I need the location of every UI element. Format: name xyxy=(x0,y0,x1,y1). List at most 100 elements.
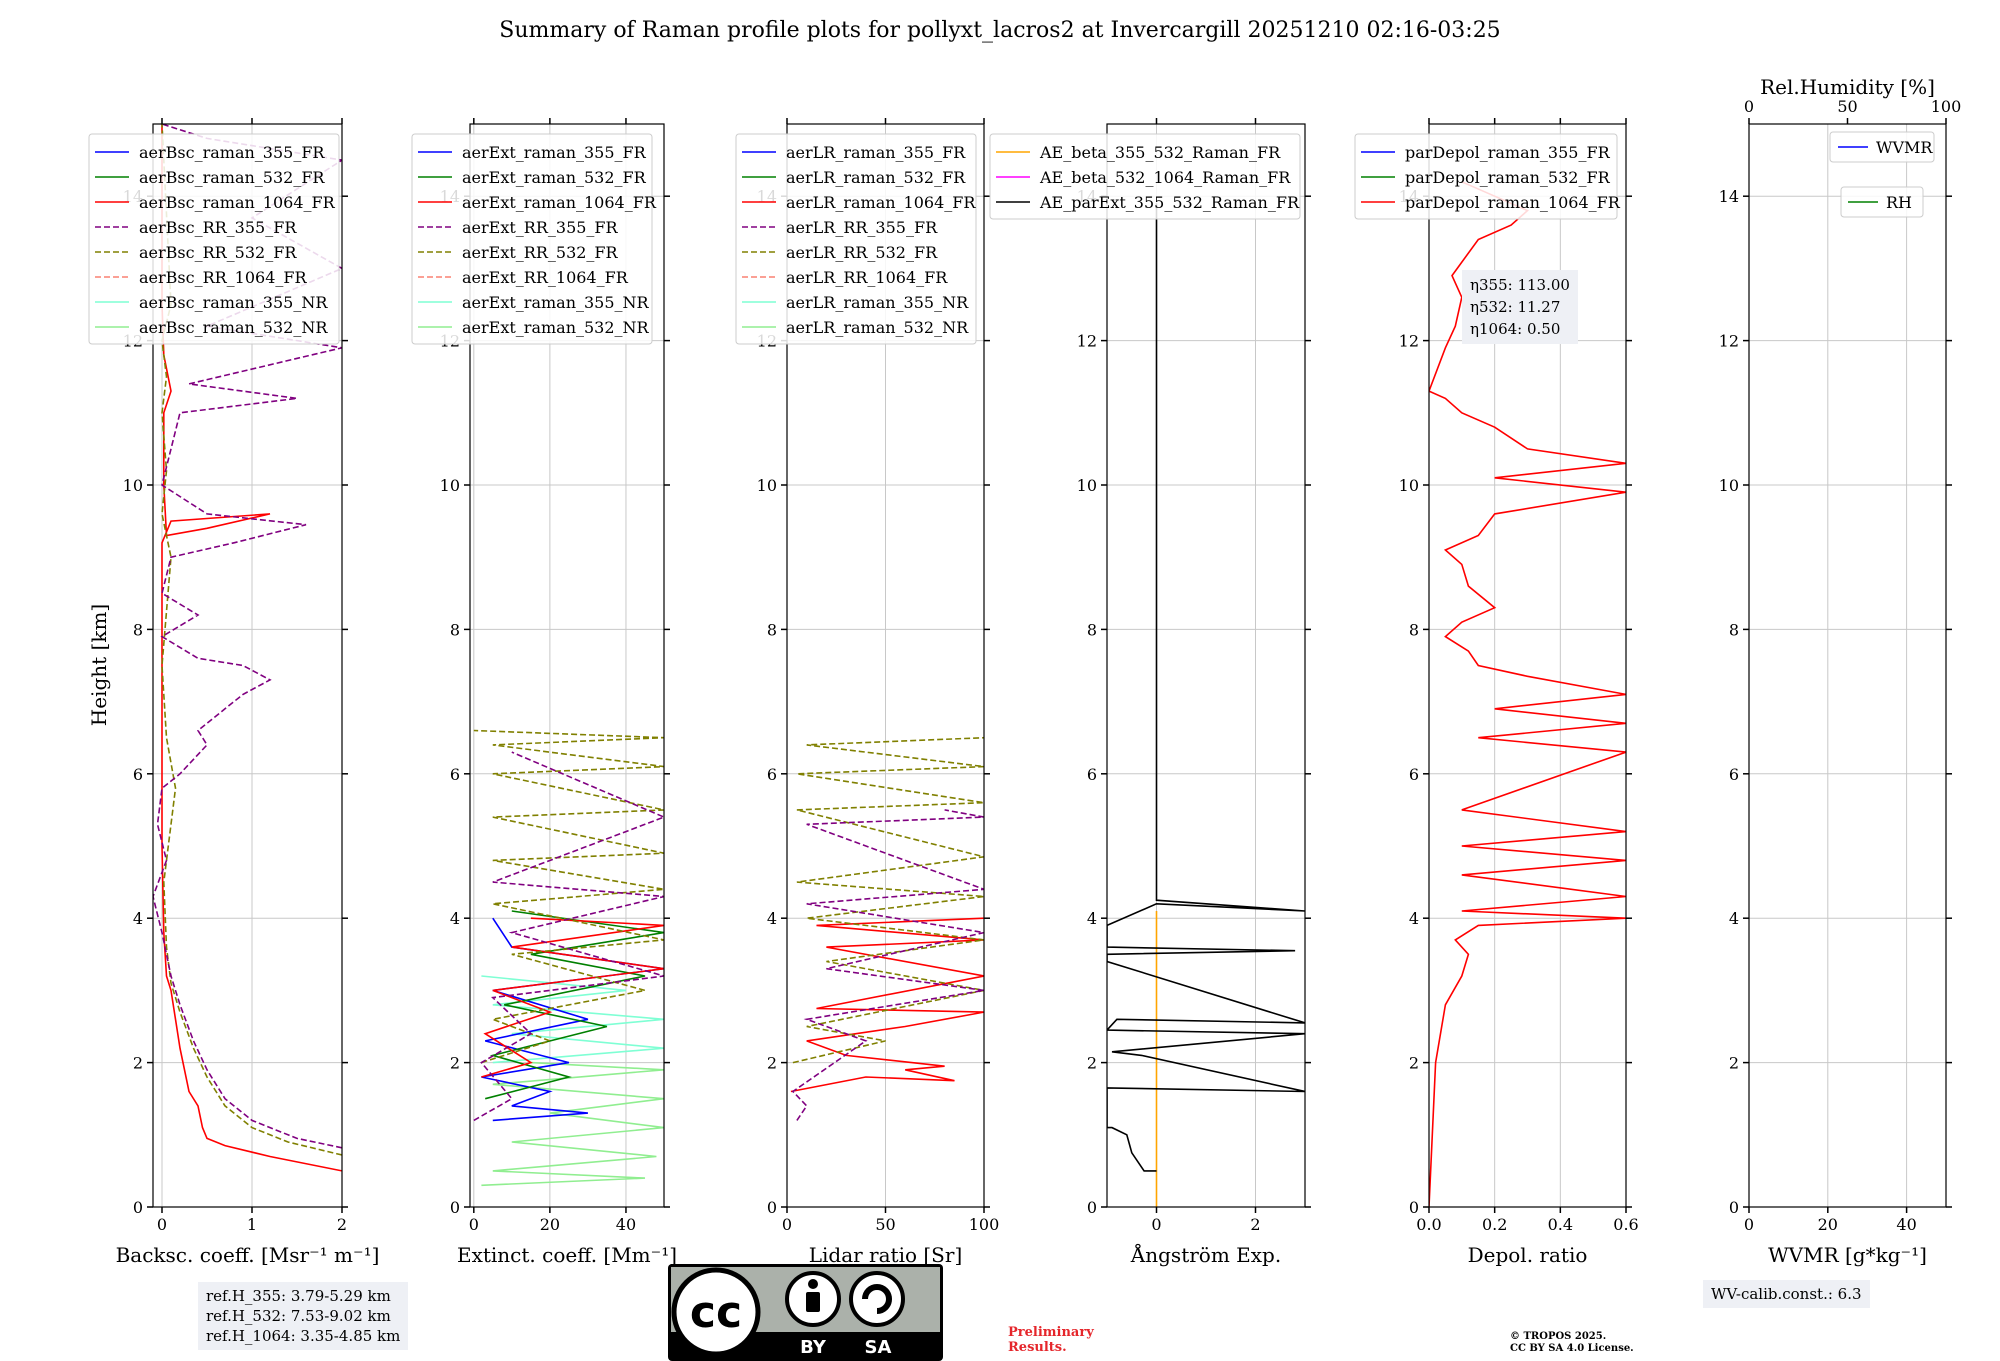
legend-label: aerBsc_RR_1064_FR xyxy=(139,268,308,287)
preliminary-note: Preliminary Results. xyxy=(1008,1325,1094,1355)
y-tick-label: 10 xyxy=(1399,476,1419,495)
legend-label: WVMR xyxy=(1876,138,1933,157)
y-tick-label: 2 xyxy=(1087,1054,1097,1073)
x-tick-label: 2 xyxy=(337,1215,347,1234)
y-tick-label: 4 xyxy=(450,909,460,928)
series-AE_parExt_355_532_Raman_FR xyxy=(1107,203,1305,1172)
legend-ae: AE_beta_355_532_Raman_FR AE_beta_532_1064… xyxy=(989,133,1301,220)
legend-label: aerExt_raman_355_NR xyxy=(462,293,650,312)
y-tick-label: 8 xyxy=(767,620,777,639)
y-axis-label: Height [km] xyxy=(87,604,111,726)
legend-ext: aerExt_raman_355_FR aerExt_raman_532_FRae… xyxy=(411,133,657,345)
y-tick-label: 0 xyxy=(450,1198,460,1217)
legend-box xyxy=(88,133,340,345)
y-tick-label: 6 xyxy=(1409,765,1419,784)
legend-label: aerBsc_raman_355_NR xyxy=(139,293,328,312)
x-tick-label: 0.4 xyxy=(1548,1215,1573,1234)
panel-frame xyxy=(1106,123,1306,1208)
x-tick-label: 40 xyxy=(1896,1215,1916,1234)
legend-box xyxy=(735,133,977,345)
x-axis-label: Extinct. coeff. [Mm⁻¹] xyxy=(457,1243,677,1267)
top-x-tick-label: 100 xyxy=(1931,97,1962,116)
legend-label: parDepol_raman_1064_FR xyxy=(1405,193,1621,212)
legend-label: aerLR_raman_355_NR xyxy=(786,293,969,312)
y-tick-label: 4 xyxy=(767,909,777,928)
x-tick-label: 0 xyxy=(469,1215,479,1234)
x-tick-label: 20 xyxy=(540,1215,560,1234)
y-tick-label: 10 xyxy=(1719,476,1739,495)
x-tick-label: 0.0 xyxy=(1416,1215,1441,1234)
x-axis-label: Ångström Exp. xyxy=(1130,1242,1281,1267)
legend-label: aerBsc_raman_532_FR xyxy=(139,168,325,187)
panel-frame xyxy=(1428,123,1627,1208)
series-parDepol_raman_1064_FR xyxy=(1429,181,1626,1207)
panel-frame xyxy=(152,123,343,1208)
x-tick-label: 0 xyxy=(157,1215,167,1234)
legend-label: aerExt_RR_532_FR xyxy=(462,243,619,262)
copyright-line-1: © TROPOS 2025. xyxy=(1510,1331,1607,1342)
y-tick-label: 10 xyxy=(1077,476,1097,495)
y-tick-label: 0 xyxy=(1409,1198,1419,1217)
y-tick-label: 8 xyxy=(133,620,143,639)
legend-label: aerLR_RR_532_FR xyxy=(786,243,938,262)
legend-label: aerLR_raman_1064_FR xyxy=(786,193,976,212)
series-aerBsc_RR_355_FR xyxy=(153,124,342,1149)
y-tick-label: 12 xyxy=(1719,332,1739,351)
legend-box xyxy=(411,133,653,345)
legend-label: aerBsc_raman_532_NR xyxy=(139,318,328,337)
eta-532: η532: 11.27 xyxy=(1470,298,1561,316)
x-axis-label: Depol. ratio xyxy=(1468,1243,1588,1267)
x-axis-label: WVMR [g*kg⁻¹] xyxy=(1768,1243,1927,1267)
x-tick-label: 0 xyxy=(1151,1215,1161,1234)
series-aerExt_raman_355_NR xyxy=(481,975,664,1064)
series-aerExt_raman_532_FR xyxy=(484,910,664,1100)
y-tick-label: 2 xyxy=(1729,1054,1739,1073)
copyright-note: © TROPOS 2025. CC BY SA 4.0 License. xyxy=(1510,1331,1634,1355)
series-aerExt_RR_532_FR xyxy=(473,729,664,1064)
y-tick-label: 2 xyxy=(133,1054,143,1073)
x-tick-label: 100 xyxy=(969,1215,1000,1234)
x-tick-label: 0.6 xyxy=(1613,1215,1638,1234)
y-tick-label: 6 xyxy=(1729,765,1739,784)
legend-box xyxy=(1840,186,1924,218)
series-aerExt_raman_1064_FR xyxy=(481,917,664,1078)
legend-label: aerLR_raman_355_FR xyxy=(786,143,966,162)
top-x-tick-label: 50 xyxy=(1837,97,1857,116)
y-tick-label: 10 xyxy=(440,476,460,495)
legend-label: aerExt_RR_355_FR xyxy=(462,218,619,237)
y-tick-label: 2 xyxy=(767,1054,777,1073)
top-x-tick-label: 0 xyxy=(1744,97,1754,116)
top-axis-label: Rel.Humidity [%] xyxy=(1760,75,1935,99)
y-tick-label: 8 xyxy=(1087,620,1097,639)
ref-h-355: ref.H_355: 3.79-5.29 km xyxy=(206,1287,391,1305)
legend-label: aerLR_RR_355_FR xyxy=(786,218,938,237)
legend-label: parDepol_raman_532_FR xyxy=(1405,168,1611,187)
svg-text:cc: cc xyxy=(690,1287,742,1338)
x-tick-label: 0 xyxy=(1744,1215,1754,1234)
y-tick-label: 2 xyxy=(450,1054,460,1073)
x-tick-label: 0 xyxy=(782,1215,792,1234)
panel-bsc: 02468101214012Backsc. coeff. [Msr⁻¹ m⁻¹]… xyxy=(88,118,380,1267)
x-tick-label: 40 xyxy=(616,1215,636,1234)
y-tick-label: 8 xyxy=(1729,620,1739,639)
eta-355: η355: 113.00 xyxy=(1470,276,1570,294)
legend-label: AE_parExt_355_532_Raman_FR xyxy=(1039,193,1300,212)
y-tick-label: 2 xyxy=(1409,1054,1419,1073)
legend-box xyxy=(1354,133,1618,220)
legend-lr: aerLR_raman_355_FR aerLR_raman_532_FR aerL… xyxy=(735,133,977,345)
legend-bsc: aerBsc_raman_355_FR aerBsc_raman_532_FRae… xyxy=(88,133,340,345)
legend-label: AE_beta_532_1064_Raman_FR xyxy=(1039,168,1291,187)
y-tick-label: 8 xyxy=(450,620,460,639)
legend-label: aerBsc_raman_355_FR xyxy=(139,143,325,162)
series-aerLR_raman_1064_FR xyxy=(790,917,984,1093)
x-axis-label: Backsc. coeff. [Msr⁻¹ m⁻¹] xyxy=(116,1243,380,1267)
legend-label: RH xyxy=(1886,193,1912,212)
legend-label: aerBsc_raman_1064_FR xyxy=(139,193,336,212)
legend-label: aerExt_raman_532_NR xyxy=(462,318,650,337)
eta-box: η355: 113.00 η532: 11.27 η1064: 0.50 xyxy=(1462,270,1578,344)
y-tick-label: 6 xyxy=(450,765,460,784)
x-tick-label: 2 xyxy=(1250,1215,1260,1234)
y-tick-label: 6 xyxy=(1087,765,1097,784)
